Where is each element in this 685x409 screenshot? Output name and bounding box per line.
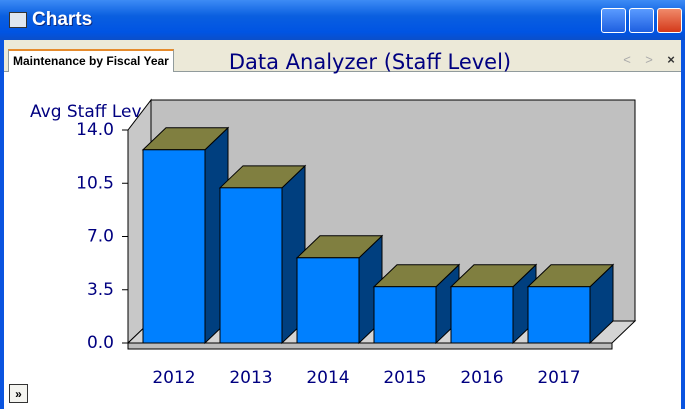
y-axis-label: Avg Staff Level xyxy=(30,102,157,122)
window-title: Charts xyxy=(32,9,93,30)
bar xyxy=(142,149,206,344)
tab-prev[interactable]: < xyxy=(623,52,631,67)
window-frame xyxy=(0,40,4,409)
bar xyxy=(296,257,360,344)
minimize-button[interactable] xyxy=(601,8,626,33)
x-tick-label: 2014 xyxy=(306,368,349,388)
x-tick-label: 2017 xyxy=(537,368,580,388)
bar xyxy=(373,286,437,344)
maximize-button[interactable] xyxy=(629,8,654,33)
x-tick-label: 2013 xyxy=(229,368,272,388)
bar xyxy=(527,286,591,344)
bar xyxy=(450,286,514,344)
chart-title: Data Analyzer (Staff Level) xyxy=(229,50,511,74)
y-tick-label: 0.0 xyxy=(87,333,114,353)
x-tick-label: 2016 xyxy=(460,368,503,388)
x-tick-label: 2012 xyxy=(152,368,195,388)
expand-button[interactable]: » xyxy=(9,384,28,403)
tab-next[interactable]: > xyxy=(645,52,653,67)
floor-edge xyxy=(127,342,613,350)
y-tick-label: 14.0 xyxy=(76,120,114,140)
tab-strip: Maintenance by Fiscal Year < > × xyxy=(4,40,681,72)
close-button[interactable] xyxy=(657,8,682,33)
x-tick-label: 2015 xyxy=(383,368,426,388)
window-frame xyxy=(681,40,685,409)
y-tick-label: 7.0 xyxy=(87,227,114,247)
y-tick-label: 10.5 xyxy=(76,173,114,193)
title-bar: Charts xyxy=(0,0,685,40)
app-icon xyxy=(9,12,27,28)
y-tick-label: 3.5 xyxy=(87,280,114,300)
tab-close[interactable]: × xyxy=(667,52,675,67)
tab[interactable]: Maintenance by Fiscal Year xyxy=(8,49,174,72)
bar xyxy=(219,187,283,344)
